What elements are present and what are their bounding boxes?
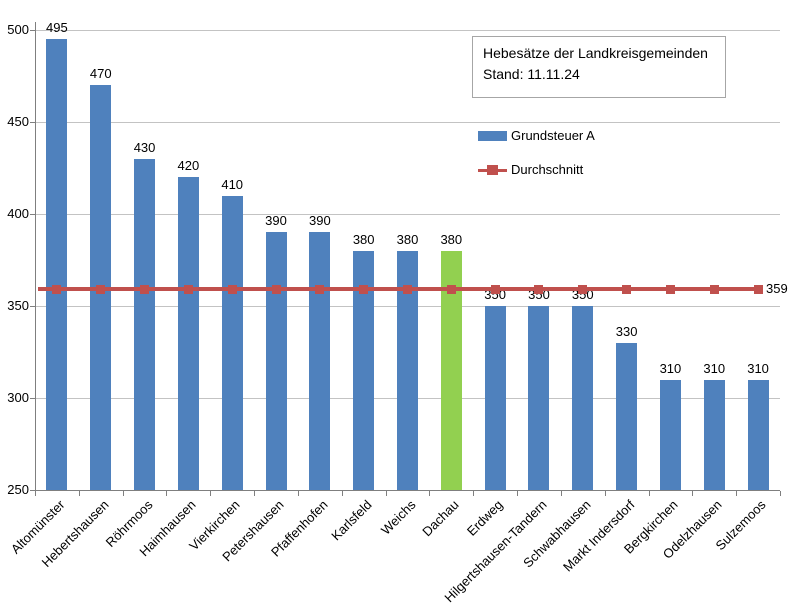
bar-vierkirchen[interactable] (221, 195, 243, 490)
bar-erdweg[interactable] (484, 306, 506, 490)
x-axis-tick (604, 491, 606, 496)
y-axis-tick (30, 30, 35, 31)
gridline (35, 214, 780, 215)
average-line-marker[interactable] (622, 284, 632, 294)
bar-value-label: 310 (659, 360, 682, 376)
average-line-marker[interactable] (140, 284, 150, 294)
chart-title: Hebesätze der Landkreisgemeinden (483, 45, 708, 61)
average-line-marker[interactable] (359, 284, 369, 294)
average-line-marker[interactable] (446, 284, 456, 294)
legend-item-grundsteuer-a[interactable]: Grundsteuer A (478, 128, 595, 143)
bar-markt-indersdorf[interactable] (616, 342, 638, 490)
x-axis-tick (429, 491, 431, 496)
x-axis-tick (254, 491, 256, 496)
x-axis-tick (780, 491, 781, 496)
bar-value-label: 420 (177, 158, 200, 174)
bar-pfaffenhofen[interactable] (309, 232, 331, 490)
x-axis-tick (341, 491, 343, 496)
bar-value-label: 470 (89, 66, 112, 82)
y-axis-tick-label: 450 (7, 114, 29, 129)
average-line-marker[interactable] (183, 284, 193, 294)
bar-value-label: 380 (440, 231, 463, 247)
x-axis-tick (78, 491, 80, 496)
bar-dachau[interactable] (440, 250, 462, 490)
bar-hilgertshausen-tandern[interactable] (528, 306, 550, 490)
bar-value-label: 410 (221, 176, 244, 192)
legend-label-grundsteuer-a: Grundsteuer A (511, 128, 595, 143)
x-axis-tick (648, 491, 650, 496)
x-axis-tick (560, 491, 562, 496)
average-line-marker[interactable] (227, 284, 237, 294)
x-axis-line (35, 490, 780, 491)
average-line-marker[interactable] (665, 284, 675, 294)
legend-item-durchschnitt[interactable]: Durchschnitt (478, 162, 595, 177)
bar-weichs[interactable] (397, 250, 418, 490)
average-line-marker[interactable] (271, 284, 281, 294)
bar-karlsfeld[interactable] (353, 250, 375, 490)
y-axis-tick-label: 300 (7, 390, 29, 405)
average-line-marker[interactable] (403, 284, 412, 294)
average-line-marker[interactable] (96, 284, 106, 294)
chart-title-box: Hebesätze der Landkreisgemeinden Stand: … (472, 36, 726, 98)
gridline (35, 122, 780, 123)
y-axis-tick-label: 350 (7, 298, 29, 313)
y-axis-tick (30, 490, 35, 491)
legend: Grundsteuer A Durchschnitt (478, 128, 595, 196)
bar-value-label: 430 (133, 139, 156, 155)
bar-value-label: 390 (308, 213, 331, 229)
bar-series-swatch-icon (478, 130, 507, 141)
line-series-swatch-icon (478, 164, 507, 175)
bar-sulzemoos[interactable] (747, 379, 769, 490)
y-axis-tick-label: 400 (7, 206, 29, 221)
bar-petershausen[interactable] (265, 232, 287, 490)
average-line-marker[interactable] (490, 284, 500, 294)
bar-value-label: 310 (747, 360, 769, 376)
average-value-label: 359 (766, 281, 788, 297)
average-line-marker[interactable] (753, 284, 763, 294)
average-line-marker[interactable] (578, 284, 588, 294)
average-line[interactable] (38, 287, 763, 292)
bar-value-label: 380 (396, 231, 419, 247)
bar-altomünster[interactable] (46, 39, 68, 490)
x-axis-tick (297, 491, 299, 496)
average-line-marker[interactable] (709, 284, 719, 294)
x-axis-tick (122, 491, 124, 496)
y-axis-tick-label: 500 (7, 22, 29, 37)
legend-label-durchschnitt: Durchschnitt (511, 162, 584, 177)
bar-röhrmoos[interactable] (134, 158, 156, 490)
x-axis-tick (210, 491, 212, 496)
x-axis-tick (473, 491, 475, 496)
x-axis-tick (385, 491, 387, 496)
y-axis-tick (30, 306, 35, 307)
x-axis-tick (517, 491, 519, 496)
bar-bergkirchen[interactable] (659, 379, 681, 490)
x-axis-tick (166, 491, 168, 496)
x-axis-tick (35, 491, 36, 496)
y-axis-tick (30, 214, 35, 215)
bar-value-label: 495 (46, 20, 68, 36)
bar-haimhausen[interactable] (177, 177, 199, 490)
y-axis-line (35, 22, 36, 491)
average-line-marker[interactable] (315, 284, 325, 294)
x-axis-tick (692, 491, 694, 496)
bar-odelzhausen[interactable] (703, 379, 725, 490)
average-line-marker[interactable] (52, 284, 62, 294)
x-axis-tick (736, 491, 738, 496)
bar-value-label: 330 (615, 323, 638, 339)
chart-subtitle: Stand: 11.11.24 (483, 66, 580, 82)
y-axis-tick-label: 250 (7, 482, 29, 497)
y-axis-tick (30, 122, 35, 123)
average-line-marker[interactable] (534, 284, 544, 294)
bar-value-label: 310 (703, 360, 726, 376)
gridline (35, 30, 780, 31)
bar-value-label: 390 (265, 213, 287, 229)
bar-value-label: 380 (352, 231, 375, 247)
y-axis-tick (30, 398, 35, 399)
bar-schwabhausen[interactable] (572, 306, 594, 490)
